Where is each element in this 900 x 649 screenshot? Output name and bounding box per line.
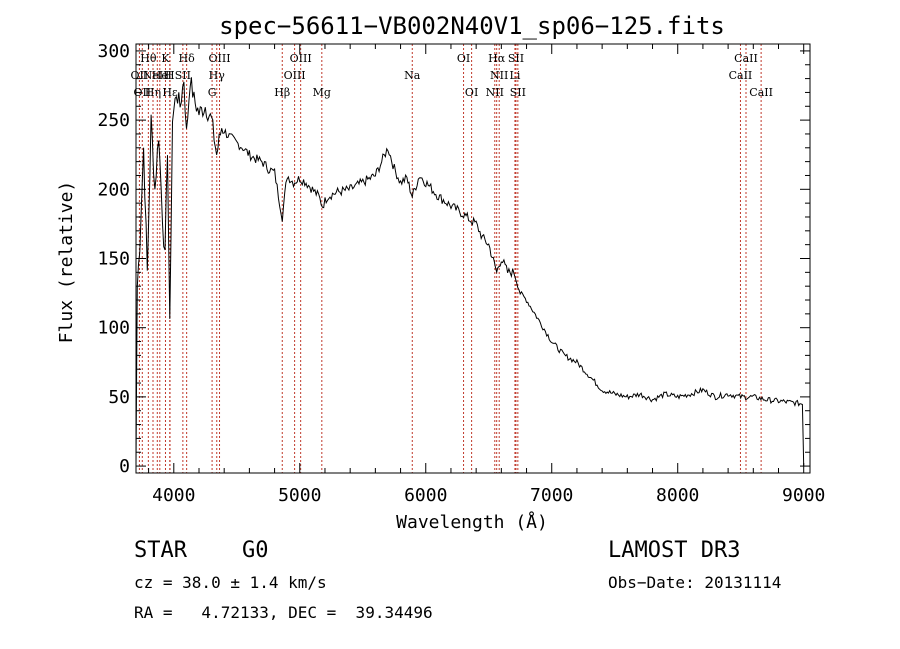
y-tick-label-250: 250 [97,110,130,131]
line-marker-label-19: OI [457,52,470,65]
line-marker-label-8: Hε [162,86,178,99]
line-marker-label-3: Hη [145,86,161,99]
line-marker-label-0: OII [131,69,149,82]
line-marker-label-24: Li [510,69,521,82]
y-tick-label-0: 0 [119,456,130,477]
chart-title: spec−56611−VB002N40V1_sp06−125.fits [219,12,725,40]
x-axis-ticks: 4000 5000 6000 7000 8000 9000 [148,44,825,506]
subclass-label: G0 [242,538,269,563]
x-tick-label-8000: 8000 [656,485,699,506]
redshift-text: cz = 38.0 ± 1.4 km/s [134,573,327,592]
line-markers [138,44,762,473]
line-marker-label-1: OII [133,86,151,99]
x-tick-label-4000: 4000 [152,485,195,506]
line-marker-label-10: Hδ [179,52,196,65]
coordinates-text: RA = 4.72133, DEC = 39.34496 [134,603,433,622]
class-label: STAR [134,538,187,563]
plot-frame [135,43,811,474]
line-marker-label-27: CaII [729,69,753,82]
line-marker-label-20: OI [465,86,478,99]
line-marker-label-23: NII [490,69,508,82]
x-tick-label-9000: 9000 [782,485,825,506]
spectrum-chart: spec−56611−VB002N40V1_sp06−125.fits OIIO… [56,12,825,533]
line-marker-label-7: H [165,69,175,82]
line-marker-label-29: CaII [749,86,773,99]
y-tick-label-100: 100 [97,318,130,339]
line-marker-label-14: Hβ [274,86,290,99]
y-axis-label: Flux (relative) [56,181,77,344]
y-tick-label-50: 50 [108,387,130,408]
line-marker-label-22: Hα [488,52,506,65]
y-axis-ticks: 0 50 100 150 200 250 300 [97,41,810,477]
line-marker-label-5: He [152,69,168,82]
y-tick-label-200: 200 [97,179,130,200]
survey-label: LAMOST DR3 [608,538,741,563]
line-marker-label-12: Hγ [209,69,226,82]
line-marker-label-16: OIII [290,52,312,65]
x-axis-label: Wavelength (Å) [396,511,548,533]
line-marker-label-11: G [208,86,217,99]
line-marker-label-4: NeIII [143,69,172,82]
x-tick-label-5000: 5000 [278,485,321,506]
line-marker-label-26: SII [510,86,526,99]
y-tick-label-150: 150 [97,249,130,270]
x-tick-label-7000: 7000 [530,485,573,506]
line-marker-label-9: SII [175,69,191,82]
line-marker-label-17: Mg [313,86,331,99]
line-marker-label-21: NII [486,86,504,99]
line-marker-label-18: Na [404,69,421,82]
y-tick-label-300: 300 [97,41,130,62]
line-marker-label-2: Hθ [140,52,157,65]
line-marker-label-25: SII [508,52,524,65]
spectrum-line [135,77,805,467]
obs-date-text: Obs−Date: 20131114 [608,573,782,592]
line-marker-label-28: CaII [734,52,758,65]
line-marker-label-15: OIII [284,69,306,82]
x-tick-label-6000: 6000 [404,485,447,506]
line-marker-label-13: OIII [208,52,230,65]
line-marker-label-6: K [161,52,170,65]
